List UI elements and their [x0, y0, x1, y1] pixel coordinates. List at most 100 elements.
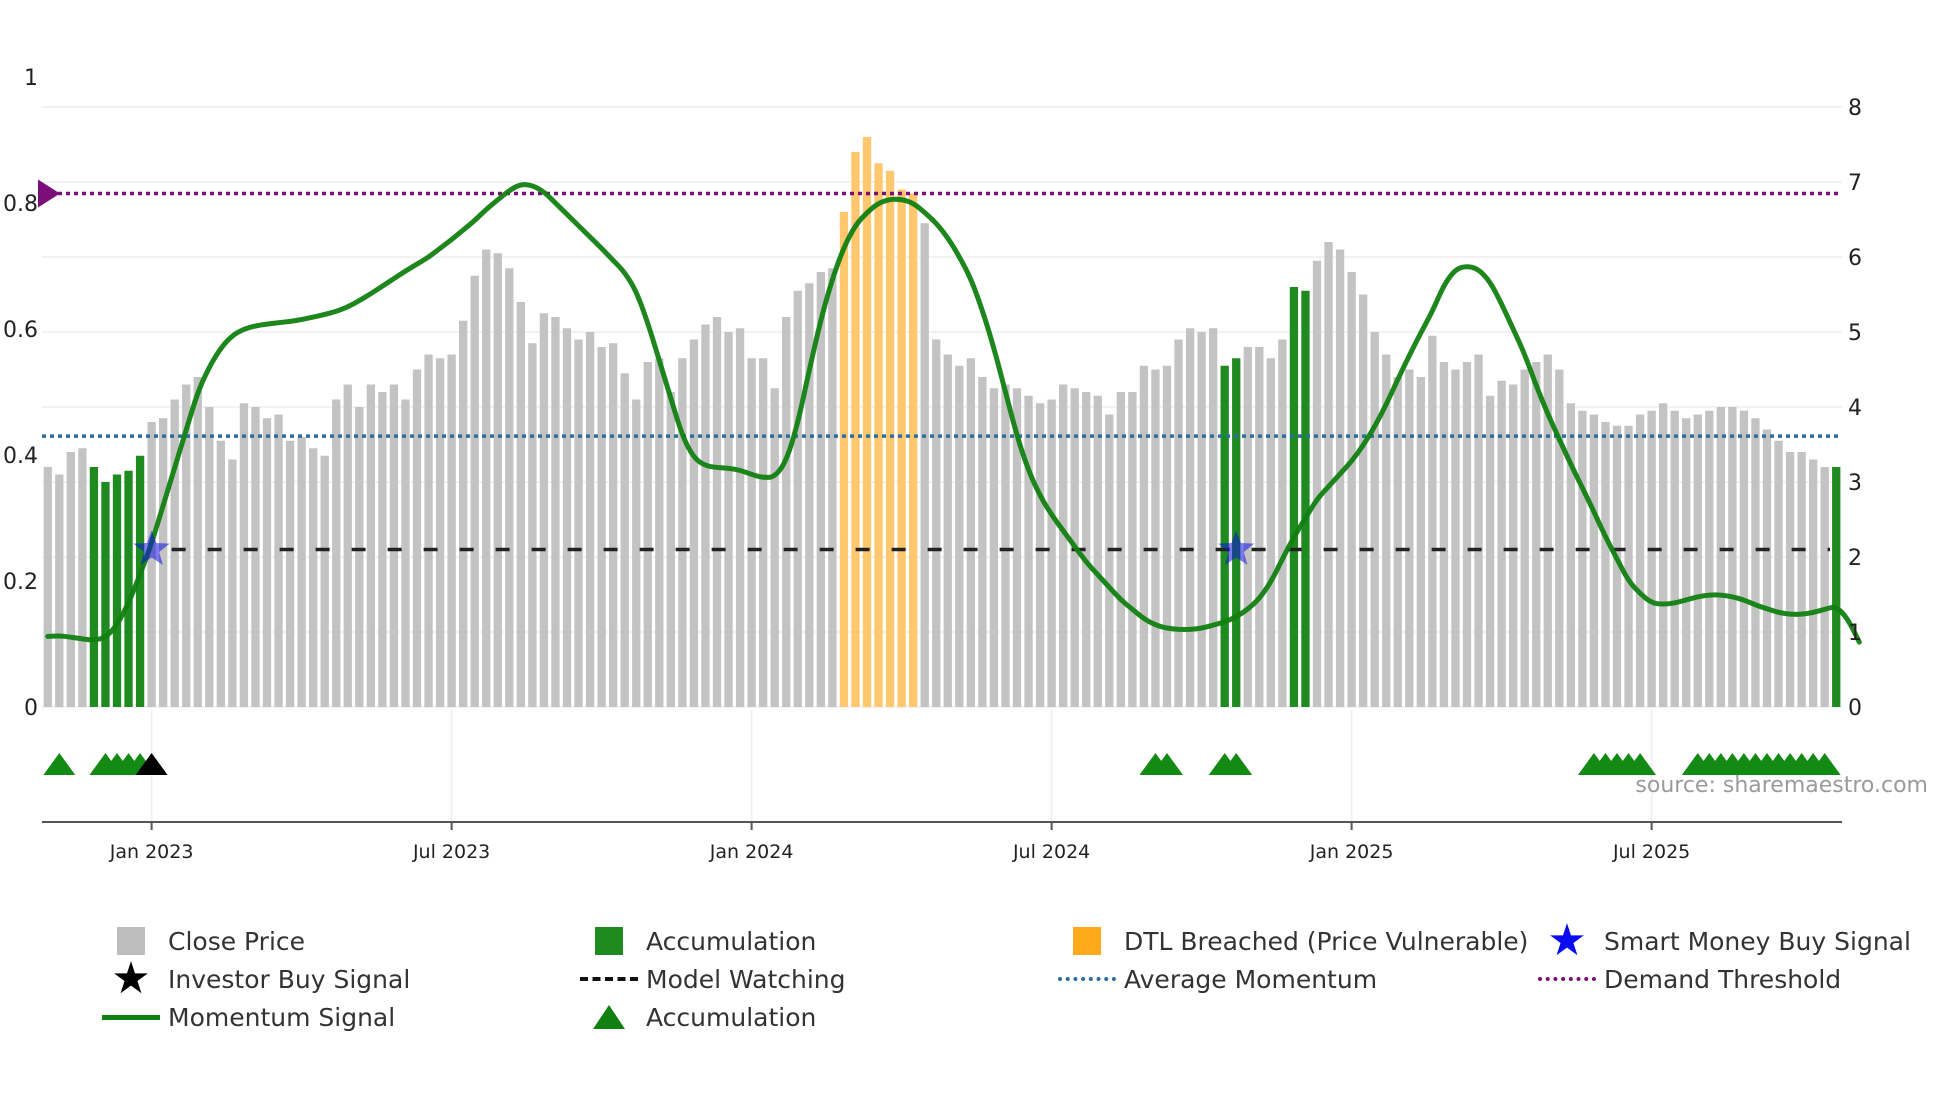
close-price-bar	[170, 399, 179, 707]
accumulation-bar	[1289, 287, 1299, 707]
close-price-bar	[955, 365, 964, 707]
close-price-bar	[1082, 392, 1091, 707]
close-price-bar	[1428, 335, 1437, 707]
close-price-bar	[609, 343, 618, 707]
close-price-bar	[159, 418, 168, 707]
close-price-bar	[1416, 377, 1425, 707]
close-price-bar	[1024, 395, 1033, 707]
close-price-bar	[562, 328, 572, 707]
close-price-bar	[389, 384, 399, 707]
close-price-bar	[1405, 369, 1414, 707]
close-price-bar	[1162, 365, 1172, 707]
left-tick-label: 0.8	[3, 192, 38, 217]
close-price-bar	[1809, 459, 1818, 707]
axes: Jan 2023 Jul 2023 Jan 2024 Jul 2024 Jan 2025…	[3, 66, 1862, 863]
close-price-bar	[251, 407, 260, 707]
accumulation-bar	[1832, 467, 1841, 707]
close-price-bar	[1670, 410, 1679, 707]
close-price-bar	[666, 392, 675, 707]
close-price-bar	[1093, 395, 1102, 707]
close-price-bar	[793, 290, 802, 707]
x-tick-label: Jul 2023	[412, 841, 490, 863]
close-price-bar	[1105, 414, 1114, 707]
close-price-bar	[1462, 362, 1472, 707]
close-price-bar	[1578, 410, 1587, 707]
close-price-bar	[1762, 429, 1772, 707]
close-price-bar	[1797, 452, 1806, 707]
close-price-bar	[447, 354, 456, 707]
close-price-bar	[297, 437, 306, 707]
close-price-bar	[470, 275, 479, 707]
x-tick-label: Jul 2024	[1012, 841, 1090, 863]
x-tick-label: Jan 2023	[109, 841, 194, 863]
close-price-bar	[724, 332, 733, 707]
close-price-bar	[320, 455, 329, 707]
close-price-bar	[66, 452, 75, 707]
close-price-bar	[1128, 392, 1137, 707]
close-price-bar	[239, 403, 249, 707]
close-price-bar	[1612, 425, 1622, 707]
close-price-bar	[1785, 452, 1795, 707]
close-price-bar	[1243, 347, 1252, 707]
accumulation-bar	[1220, 365, 1229, 707]
close-price-bar	[1705, 410, 1714, 707]
right-tick-label: 5	[1848, 321, 1862, 346]
dtl-bar	[885, 170, 895, 707]
close-price-bar	[1059, 384, 1068, 707]
close-price-bar	[1635, 414, 1645, 707]
left-tick-label: 0.2	[3, 570, 38, 595]
right-tick-label: 4	[1848, 396, 1862, 421]
close-price-bar	[1139, 365, 1149, 707]
close-price-bar	[1485, 395, 1495, 707]
close-price-bar	[262, 418, 272, 707]
close-price-bar	[1647, 410, 1656, 707]
close-price-bar	[735, 328, 745, 707]
x-tick-label: Jan 2024	[709, 841, 794, 863]
close-price-bar	[632, 399, 641, 707]
close-price-bar	[966, 358, 975, 707]
close-price-bar	[759, 358, 768, 707]
close-price-bar	[43, 467, 52, 707]
close-price-bar	[1474, 354, 1483, 707]
smart-money-star	[1218, 530, 1255, 565]
close-price-bar	[1185, 328, 1195, 707]
close-price-bar	[1174, 339, 1183, 707]
close-price-bar	[78, 448, 87, 707]
close-price-bar	[1532, 362, 1541, 707]
close-price-bar	[1566, 403, 1575, 707]
close-price-bar	[182, 384, 191, 707]
close-price-bar	[1035, 403, 1045, 707]
accumulation-bar	[1301, 290, 1310, 707]
close-price-bar	[989, 388, 999, 707]
accumulation-bar	[124, 470, 133, 707]
demand-threshold-marker	[38, 179, 60, 208]
close-price-bar	[1509, 384, 1518, 707]
close-price-bar	[274, 414, 283, 707]
close-price-bar	[205, 407, 214, 707]
close-price-bar	[1255, 347, 1264, 707]
close-price-bar	[1624, 425, 1633, 707]
close-price-bar	[1820, 467, 1829, 707]
accumulation-bar	[135, 455, 145, 707]
close-price-bar	[770, 388, 779, 707]
close-price-bar	[1451, 369, 1460, 707]
close-price-bar	[424, 354, 433, 707]
close-price-bar	[1589, 414, 1599, 707]
close-price-bar	[1324, 242, 1333, 707]
bar-series	[43, 137, 1841, 707]
close-price-bar	[482, 249, 491, 707]
left-tick-label: 1	[24, 66, 38, 91]
accumulation-bar	[101, 482, 110, 707]
accumulation-triangle	[1151, 753, 1183, 775]
close-price-bar	[1682, 418, 1691, 707]
close-price-bar	[701, 324, 710, 707]
close-price-bar	[412, 369, 422, 707]
right-tick-label: 3	[1848, 471, 1862, 496]
close-price-bar	[643, 362, 652, 707]
close-price-bar	[378, 392, 387, 707]
close-price-bar	[943, 354, 952, 707]
close-price-bar	[574, 339, 583, 707]
close-price-bar	[332, 399, 341, 707]
accumulation-triangle	[1808, 753, 1841, 775]
